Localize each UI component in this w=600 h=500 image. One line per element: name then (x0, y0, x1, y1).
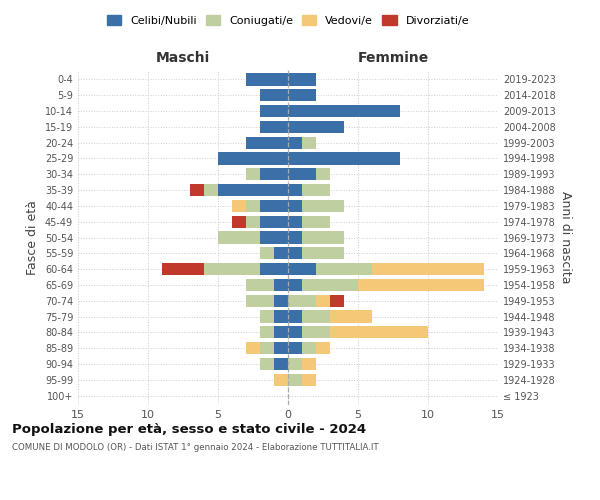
Bar (288, 247, 302, 260)
Bar (260, 105, 288, 117)
Bar (288, 168, 316, 180)
Bar (232, 200, 246, 212)
Bar (302, 247, 344, 260)
Bar (288, 278, 302, 291)
Text: Femmine: Femmine (358, 52, 428, 66)
Bar (288, 263, 316, 276)
Bar (246, 200, 260, 212)
Bar (274, 326, 288, 338)
Bar (246, 168, 260, 180)
Bar (260, 326, 274, 338)
Bar (218, 184, 288, 196)
Bar (246, 136, 288, 149)
Bar (330, 294, 344, 307)
Bar (288, 326, 302, 338)
Bar (274, 294, 288, 307)
Bar (218, 232, 260, 243)
Bar (260, 342, 274, 354)
Bar (330, 310, 372, 322)
Bar (274, 342, 288, 354)
Bar (274, 278, 288, 291)
Bar (330, 326, 428, 338)
Bar (302, 374, 316, 386)
Bar (260, 247, 274, 260)
Bar (288, 310, 302, 322)
Bar (246, 342, 260, 354)
Bar (288, 232, 302, 243)
Bar (288, 184, 302, 196)
Bar (316, 263, 372, 276)
Bar (288, 74, 316, 86)
Bar (288, 105, 400, 117)
Bar (302, 184, 330, 196)
Bar (162, 263, 204, 276)
Y-axis label: Fasce di età: Fasce di età (26, 200, 39, 275)
Bar (302, 278, 358, 291)
Bar (288, 358, 302, 370)
Bar (288, 216, 302, 228)
Bar (288, 120, 344, 133)
Bar (288, 374, 302, 386)
Bar (302, 342, 316, 354)
Bar (316, 168, 330, 180)
Bar (274, 358, 288, 370)
Text: Popolazione per età, sesso e stato civile - 2024: Popolazione per età, sesso e stato civil… (12, 422, 366, 436)
Text: Maschi: Maschi (156, 52, 210, 66)
Bar (358, 278, 484, 291)
Bar (204, 263, 260, 276)
Bar (274, 310, 288, 322)
Bar (246, 278, 274, 291)
Bar (302, 136, 316, 149)
Bar (204, 184, 218, 196)
Bar (218, 152, 288, 164)
Bar (232, 216, 246, 228)
Bar (302, 358, 316, 370)
Bar (260, 120, 288, 133)
Bar (288, 152, 400, 164)
Bar (288, 89, 316, 102)
Bar (288, 342, 302, 354)
Bar (274, 374, 288, 386)
Bar (274, 247, 288, 260)
Y-axis label: Anni di nascita: Anni di nascita (559, 191, 572, 284)
Bar (288, 294, 316, 307)
Bar (316, 294, 330, 307)
Bar (260, 89, 288, 102)
Bar (260, 168, 288, 180)
Bar (260, 216, 288, 228)
Bar (302, 232, 344, 243)
Bar (246, 216, 260, 228)
Bar (190, 184, 204, 196)
Bar (260, 200, 288, 212)
Bar (302, 310, 330, 322)
Bar (246, 294, 274, 307)
Bar (260, 310, 274, 322)
Bar (316, 342, 330, 354)
Bar (246, 74, 288, 86)
Bar (260, 263, 288, 276)
Bar (302, 200, 344, 212)
Bar (288, 200, 302, 212)
Bar (302, 216, 330, 228)
Bar (302, 326, 330, 338)
Bar (260, 358, 274, 370)
Bar (288, 136, 302, 149)
Legend: Celibi/Nubili, Coniugati/e, Vedovi/e, Divorziati/e: Celibi/Nubili, Coniugati/e, Vedovi/e, Di… (107, 16, 469, 26)
Bar (372, 263, 484, 276)
Text: COMUNE DI MODOLO (OR) - Dati ISTAT 1° gennaio 2024 - Elaborazione TUTTITALIA.IT: COMUNE DI MODOLO (OR) - Dati ISTAT 1° ge… (12, 442, 379, 452)
Bar (260, 232, 288, 243)
